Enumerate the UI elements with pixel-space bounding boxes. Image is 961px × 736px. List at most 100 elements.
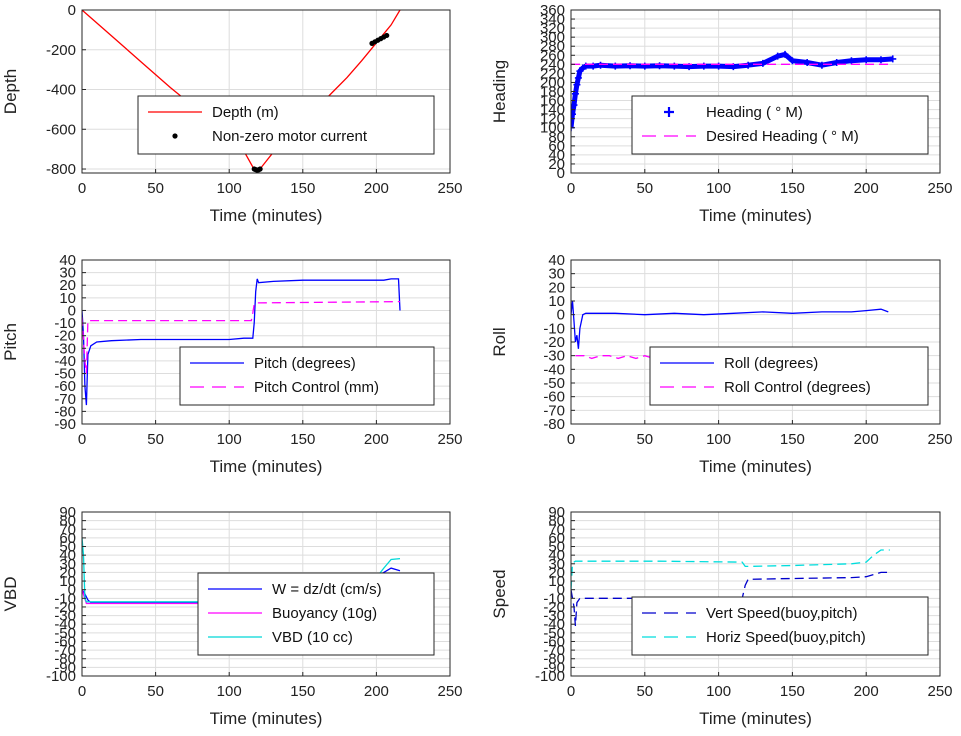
y-tick-label: 0 xyxy=(557,165,565,182)
legend-swatch xyxy=(664,107,674,117)
legend-entry: Depth (m) xyxy=(212,104,279,121)
x-axis-label: Time (minutes) xyxy=(699,709,812,728)
plot-frame xyxy=(81,259,451,425)
legend-entry: Desired Heading ( ° M) xyxy=(706,128,859,145)
legend: Heading ( ° M) Desired Heading ( ° M) xyxy=(631,95,929,155)
x-tick-label: 0 xyxy=(567,180,575,197)
plot-frame xyxy=(81,9,451,174)
y-tick-label: -80 xyxy=(543,651,565,668)
y-tick-label: 80 xyxy=(59,513,76,530)
x-axis-label: Time (minutes) xyxy=(210,206,323,225)
x-tick-label: 200 xyxy=(364,180,389,197)
chart-2: 0 50 100 150 200 2500204060801001201401601802… xyxy=(490,2,953,225)
y-tick-label: 20 xyxy=(548,564,565,581)
legend-entry: Heading ( ° M) xyxy=(706,104,803,121)
x-axis-label: Time (minutes) xyxy=(210,709,323,728)
y-tick-label: 30 xyxy=(548,556,565,573)
y-tick-label: 40 xyxy=(59,252,76,269)
y-tick-label: -70 xyxy=(543,402,565,419)
series-2-1-point xyxy=(626,62,634,70)
y-tick-label: 200 xyxy=(540,74,565,91)
y-tick-label: -30 xyxy=(54,608,76,625)
x-tick-label: 250 xyxy=(927,683,952,700)
y-tick-label: -400 xyxy=(46,82,76,99)
y-axis-label: Depth xyxy=(1,69,20,114)
y-tick-label: 100 xyxy=(540,120,565,137)
series-4-1-line xyxy=(571,300,889,349)
chart-5: 0 50 100 150 200 2509080706050403020100-10-20… xyxy=(1,504,463,728)
y-tick-label: -70 xyxy=(543,642,565,659)
x-tick-label: 200 xyxy=(364,431,389,448)
y-tick-label: -70 xyxy=(54,642,76,659)
x-tick-label: 100 xyxy=(706,431,731,448)
series-2-1-point xyxy=(833,59,841,67)
legend: Vert Speed(buoy,pitch) Horiz Speed(buoy,p… xyxy=(631,596,929,656)
y-tick-label: 280 xyxy=(540,38,565,55)
y-tick-label: -50 xyxy=(543,625,565,642)
y-tick-label: -10 xyxy=(543,320,565,337)
y-tick-label: 40 xyxy=(548,547,565,564)
y-tick-label: 40 xyxy=(548,252,565,269)
chart-1: 0 50 100 150 200 250 0 -200 -400 -600 -800 Time (mi… xyxy=(1,2,463,225)
series-2-1-point xyxy=(759,59,767,67)
y-tick-label: 50 xyxy=(548,539,565,556)
legend-entry: Vert Speed(buoy,pitch) xyxy=(706,605,857,622)
y-tick-label: 0 xyxy=(557,582,565,599)
x-tick-label: 50 xyxy=(147,180,164,197)
x-tick-label: 150 xyxy=(780,431,805,448)
y-tick-label: 180 xyxy=(540,84,565,101)
x-tick-label: 50 xyxy=(147,431,164,448)
legend: Pitch (degrees) Pitch Control (mm) xyxy=(179,346,435,406)
y-tick-label: -10 xyxy=(54,590,76,607)
chart-3: 0 50 100 150 200 250403020100-10-20-30-40-50-… xyxy=(1,252,463,476)
y-tick-label: 30 xyxy=(548,266,565,283)
chart-4: 0 50 100 150 200 250403020100-10-20-30-40-50-… xyxy=(490,252,953,476)
x-tick-label: 50 xyxy=(636,683,653,700)
y-tick-label: 20 xyxy=(548,156,565,173)
x-tick-label: 250 xyxy=(437,180,462,197)
y-tick-label: 70 xyxy=(548,521,565,538)
y-tick-label: 120 xyxy=(540,111,565,128)
y-tick-label: 320 xyxy=(540,20,565,37)
y-tick-label: 0 xyxy=(68,2,76,19)
series-2-1-point xyxy=(818,61,826,69)
x-tick-label: 0 xyxy=(78,431,86,448)
y-tick-label: -90 xyxy=(543,659,565,676)
y-tick-label: 80 xyxy=(548,129,565,146)
legend-entry: Roll Control (degrees) xyxy=(724,379,871,396)
legend-entry: Horiz Speed(buoy,pitch) xyxy=(706,629,866,646)
y-tick-label: -100 xyxy=(46,668,76,685)
y-tick-label: -40 xyxy=(543,361,565,378)
y-tick-label: 10 xyxy=(548,573,565,590)
y-tick-label: -20 xyxy=(543,334,565,351)
x-tick-label: 0 xyxy=(78,180,86,197)
y-tick-label: -80 xyxy=(54,651,76,668)
y-tick-label: 90 xyxy=(548,504,565,521)
y-tick-label: 90 xyxy=(59,504,76,521)
series-2-1-point xyxy=(774,52,782,60)
y-tick-label: 10 xyxy=(59,290,76,307)
legend: W = dz/dt (cm/s) Buoyancy (10g) VBD (10 cc… xyxy=(197,572,435,656)
series-2-1-point xyxy=(788,57,796,65)
y-tick-label: -60 xyxy=(54,378,76,395)
x-tick-label: 50 xyxy=(636,431,653,448)
x-tick-label: 150 xyxy=(290,180,315,197)
y-tick-label: -80 xyxy=(54,403,76,420)
series-2-1-point xyxy=(574,74,582,82)
y-tick-label: 20 xyxy=(59,277,76,294)
series-2-1-point xyxy=(847,57,855,65)
y-tick-label: 0 xyxy=(557,307,565,324)
legend-entry: Pitch (degrees) xyxy=(254,355,356,372)
y-tick-label: -50 xyxy=(54,366,76,383)
y-tick-label: 60 xyxy=(59,530,76,547)
y-tick-label: -100 xyxy=(535,668,565,685)
x-tick-label: 0 xyxy=(78,683,86,700)
series-2-1-point xyxy=(862,56,870,64)
x-tick-label: 250 xyxy=(437,431,462,448)
y-tick-label: -70 xyxy=(54,391,76,408)
y-tick-label: 20 xyxy=(59,564,76,581)
y-tick-label: -10 xyxy=(54,315,76,332)
series-2-1-point xyxy=(597,61,605,69)
y-tick-label: 10 xyxy=(548,293,565,310)
series-2-1-point xyxy=(781,50,789,58)
